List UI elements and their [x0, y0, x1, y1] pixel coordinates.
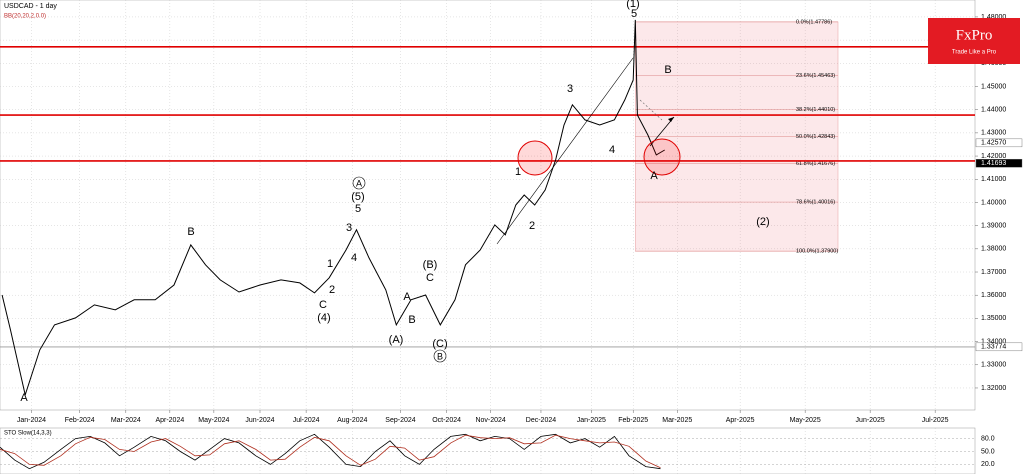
y-tick-label: 1.45000 — [981, 83, 1006, 90]
osc-tick-label: 20.0 — [981, 461, 995, 468]
fib-label: 61.8%(1.41676) — [796, 161, 835, 167]
x-tick-label: Dec-2024 — [526, 417, 556, 424]
y-tick-label: 1.44000 — [981, 107, 1006, 114]
x-tick-label: Nov-2024 — [475, 417, 505, 424]
oscillator-line — [0, 434, 661, 469]
oscillator-line — [0, 433, 661, 470]
x-tick-label: Jan-2025 — [577, 417, 606, 424]
wave-label: 4 — [609, 144, 615, 156]
fib-label: 23.6%(1.45463) — [796, 73, 835, 79]
wave-label: A — [20, 392, 28, 404]
price-tag-label: 1.41693 — [981, 160, 1006, 167]
y-tick-label: 1.36000 — [981, 292, 1006, 299]
y-tick-label: 1.48000 — [981, 14, 1006, 21]
trend-line — [639, 99, 663, 121]
wave-label: 3 — [346, 222, 352, 234]
oscillator-panel — [0, 427, 976, 474]
brand-tagline: Trade Like a Pro — [952, 50, 997, 56]
y-tick-label: 1.42000 — [981, 153, 1006, 160]
x-tick-label: Mar-2025 — [662, 417, 692, 424]
wave-label: (5) — [351, 191, 364, 203]
x-tick-label: Oct-2024 — [432, 417, 461, 424]
y-tick-label: 1.33000 — [981, 362, 1006, 369]
y-tick-label: 1.40000 — [981, 199, 1006, 206]
wave-label: 5 — [355, 203, 361, 215]
brand-logo — [928, 18, 1020, 64]
wave-label: (4) — [317, 312, 330, 324]
wave-label: 4 — [351, 252, 357, 264]
wave-label: 3 — [567, 83, 573, 95]
fib-label: 78.6%(1.40016) — [796, 200, 835, 206]
wave-label: 5 — [631, 8, 637, 20]
wave-label: 2 — [529, 220, 535, 232]
x-tick-label: May-2025 — [790, 417, 821, 424]
arrow-head — [668, 117, 674, 122]
x-tick-label: Feb-2024 — [65, 417, 95, 424]
circle-mark — [433, 349, 447, 363]
x-tick-label: Apr-2024 — [155, 417, 184, 424]
x-tick-label: Jul-2025 — [922, 417, 949, 424]
x-tick-label: Jun-2024 — [245, 417, 274, 424]
y-tick-label: 1.34000 — [981, 338, 1006, 345]
price-line — [1, 19, 665, 397]
chart-title: USDCAD - 1 day — [4, 3, 57, 10]
wave-label: (B) — [423, 259, 438, 271]
y-tick-label: 1.37000 — [981, 269, 1006, 276]
brand-name: FxPro — [956, 27, 993, 43]
x-tick-label: May-2024 — [198, 417, 229, 424]
wave-label: 2 — [329, 284, 335, 296]
x-tick-label: Sep-2024 — [385, 417, 415, 424]
x-tick-label: Mar-2024 — [111, 417, 141, 424]
wave-label: B — [437, 351, 443, 361]
price-tag — [975, 158, 1023, 168]
oscillator-title: STO Slow(14,3,3) — [4, 431, 52, 437]
x-tick-label: Jun-2025 — [856, 417, 885, 424]
fib-label: 0.0%(1.47786) — [796, 19, 832, 25]
wave-label: 1 — [515, 166, 521, 178]
wave-label: (1) — [626, 0, 639, 10]
y-tick-label: 1.32000 — [981, 385, 1006, 392]
wave-label: A — [403, 291, 411, 303]
x-tick-label: Jul-2024 — [293, 417, 320, 424]
osc-tick-label: 80.0 — [981, 435, 995, 442]
trend-line — [496, 57, 634, 245]
wave-label: B — [187, 226, 194, 238]
price-tag — [975, 342, 1023, 352]
wave-label: A — [356, 178, 362, 188]
x-tick-label: Aug-2024 — [337, 417, 367, 424]
wave-label: 1 — [327, 258, 333, 270]
y-tick-label: 1.41000 — [981, 176, 1006, 183]
wave-label: C — [319, 299, 327, 311]
osc-tick-label: 50.0 — [981, 448, 995, 455]
y-tick-label: 1.39000 — [981, 222, 1006, 229]
wave-label: B — [408, 314, 415, 326]
wave-label: A — [650, 170, 658, 182]
x-tick-label: Apr-2025 — [726, 417, 755, 424]
highlight-circle — [517, 140, 553, 176]
x-tick-label: Jan-2024 — [17, 417, 46, 424]
fib-label: 50.0%(1.42843) — [796, 134, 835, 140]
price-tag-label: 1.42570 — [981, 140, 1006, 147]
wave-label: (2) — [756, 216, 769, 228]
y-tick-label: 1.43000 — [981, 130, 1006, 137]
wave-label: B — [664, 64, 671, 76]
x-tick-label: Feb-2025 — [618, 417, 648, 424]
y-tick-label: 1.35000 — [981, 315, 1006, 322]
fib-label: 100.0%(1.37900) — [796, 249, 838, 255]
wave-label: C — [426, 272, 434, 284]
indicator-label: BB(20,20,2,0.0) — [4, 14, 46, 20]
y-tick-label: 1.38000 — [981, 246, 1006, 253]
wave-label: (C) — [432, 338, 447, 350]
circle-mark — [352, 176, 366, 190]
highlight-circle — [643, 138, 681, 176]
wave-label: (A) — [389, 334, 404, 346]
price-tag-label: 1.33774 — [981, 344, 1006, 351]
fib-label: 38.2%(1.44010) — [796, 107, 835, 113]
price-tag — [975, 138, 1023, 148]
